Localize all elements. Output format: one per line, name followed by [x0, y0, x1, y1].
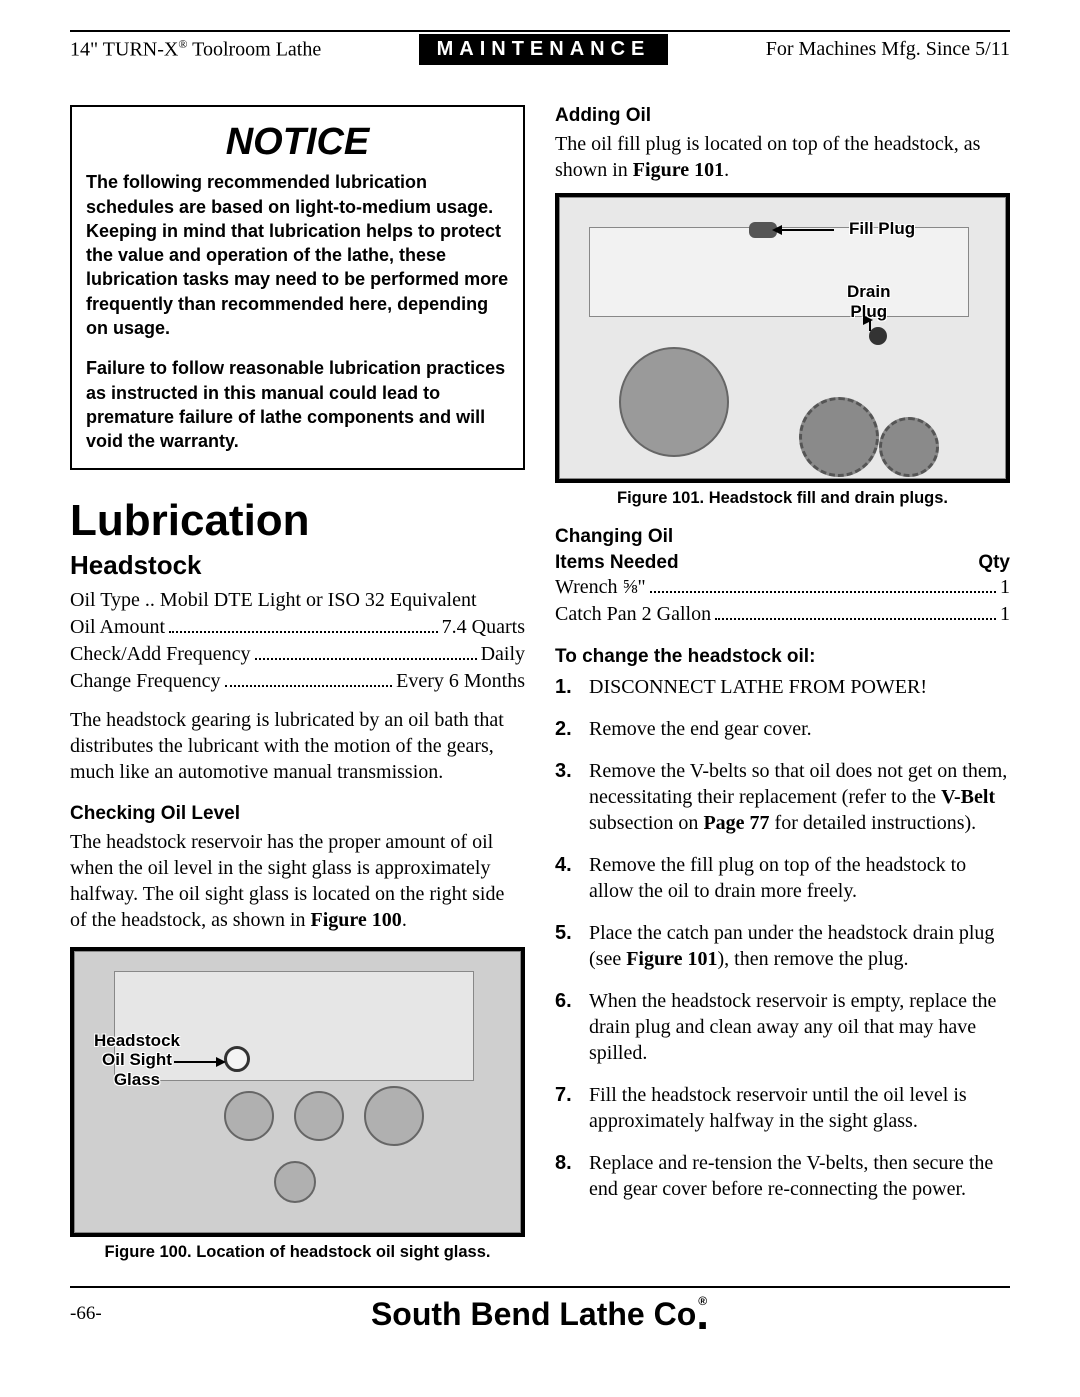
adding-oil-heading: Adding Oil [555, 105, 1010, 127]
spec-change-frequency: Change Frequency Every 6 Months [70, 668, 525, 695]
figure-100: Headstock Oil Sight Glass [70, 947, 525, 1237]
content-columns: NOTICE The following recommended lubrica… [70, 105, 1010, 1262]
page-header: 14" TURN-X® Toolroom Lathe MAINTENANCE F… [70, 34, 1010, 65]
spec-oil-amount: Oil Amount 7.4 Quarts [70, 614, 525, 641]
figure-101-caption: Figure 101. Headstock fill and drain plu… [555, 489, 1010, 508]
right-column: Adding Oil The oil fill plug is located … [555, 105, 1010, 1262]
headstock-heading: Headstock [70, 550, 525, 581]
header-left: 14" TURN-X® Toolroom Lathe [70, 37, 321, 62]
item-wrench: Wrench ⅝" 1 [555, 574, 1010, 601]
header-right: For Machines Mfg. Since 5/11 [766, 38, 1010, 61]
page: 14" TURN-X® Toolroom Lathe MAINTENANCE F… [0, 0, 1080, 1353]
step-3: Remove the V-belts so that oil does not … [555, 758, 1010, 836]
procedure-heading: To change the headstock oil: [555, 646, 1010, 668]
figure-101: Fill Plug Drain Plug [555, 193, 1010, 483]
company-name: South Bend Lathe Co®. [150, 1296, 930, 1333]
footer: -66- South Bend Lathe Co®. [70, 1296, 1010, 1333]
header-left-prefix: 14" TURN-X [70, 39, 178, 61]
page-number: -66- [70, 1303, 150, 1325]
checking-oil-heading: Checking Oil Level [70, 803, 525, 825]
step-7: Fill the headstock reservoir until the o… [555, 1082, 1010, 1134]
checking-oil-paragraph: The headstock reservoir has the proper a… [70, 829, 525, 933]
item-catch-pan: Catch Pan 2 Gallon 1 [555, 601, 1010, 628]
notice-paragraph-1: The following recommended lubrication sc… [86, 170, 509, 340]
headstock-description: The headstock gearing is lubricated by a… [70, 707, 525, 785]
lubrication-heading: Lubrication [70, 496, 525, 546]
footer-rule [70, 1286, 1010, 1288]
step-5: Place the catch pan under the headstock … [555, 920, 1010, 972]
adding-oil-paragraph: The oil fill plug is located on top of t… [555, 131, 1010, 183]
fig100-label: Headstock Oil Sight Glass [94, 1031, 180, 1090]
notice-paragraph-2: Failure to follow reasonable lubrication… [86, 356, 509, 453]
left-column: NOTICE The following recommended lubrica… [70, 105, 525, 1262]
spec-oil-type: Oil Type .. Mobil DTE Light or ISO 32 Eq… [70, 587, 525, 614]
step-4: Remove the fill plug on top of the heads… [555, 852, 1010, 904]
header-section-title: MAINTENANCE [419, 34, 669, 65]
items-needed-label: Items Needed [555, 552, 679, 574]
procedure-steps: DISCONNECT LATHE FROM POWER! Remove the … [555, 674, 1010, 1202]
qty-label: Qty [978, 552, 1010, 574]
spec-check-frequency: Check/Add Frequency Daily [70, 641, 525, 668]
fig101-fill-label: Fill Plug [849, 219, 915, 239]
step-1: DISCONNECT LATHE FROM POWER! [555, 674, 1010, 700]
top-rule [70, 30, 1010, 32]
notice-box: NOTICE The following recommended lubrica… [70, 105, 525, 470]
items-needed-header: Items Needed Qty [555, 552, 1010, 574]
changing-oil-heading: Changing Oil [555, 526, 1010, 548]
step-2: Remove the end gear cover. [555, 716, 1010, 742]
figure-100-caption: Figure 100. Location of headstock oil si… [70, 1243, 525, 1262]
header-left-suffix: Toolroom Lathe [187, 39, 321, 61]
step-6: When the headstock reservoir is empty, r… [555, 988, 1010, 1066]
notice-title: NOTICE [86, 117, 509, 168]
step-8: Replace and re-tension the V-belts, then… [555, 1150, 1010, 1202]
